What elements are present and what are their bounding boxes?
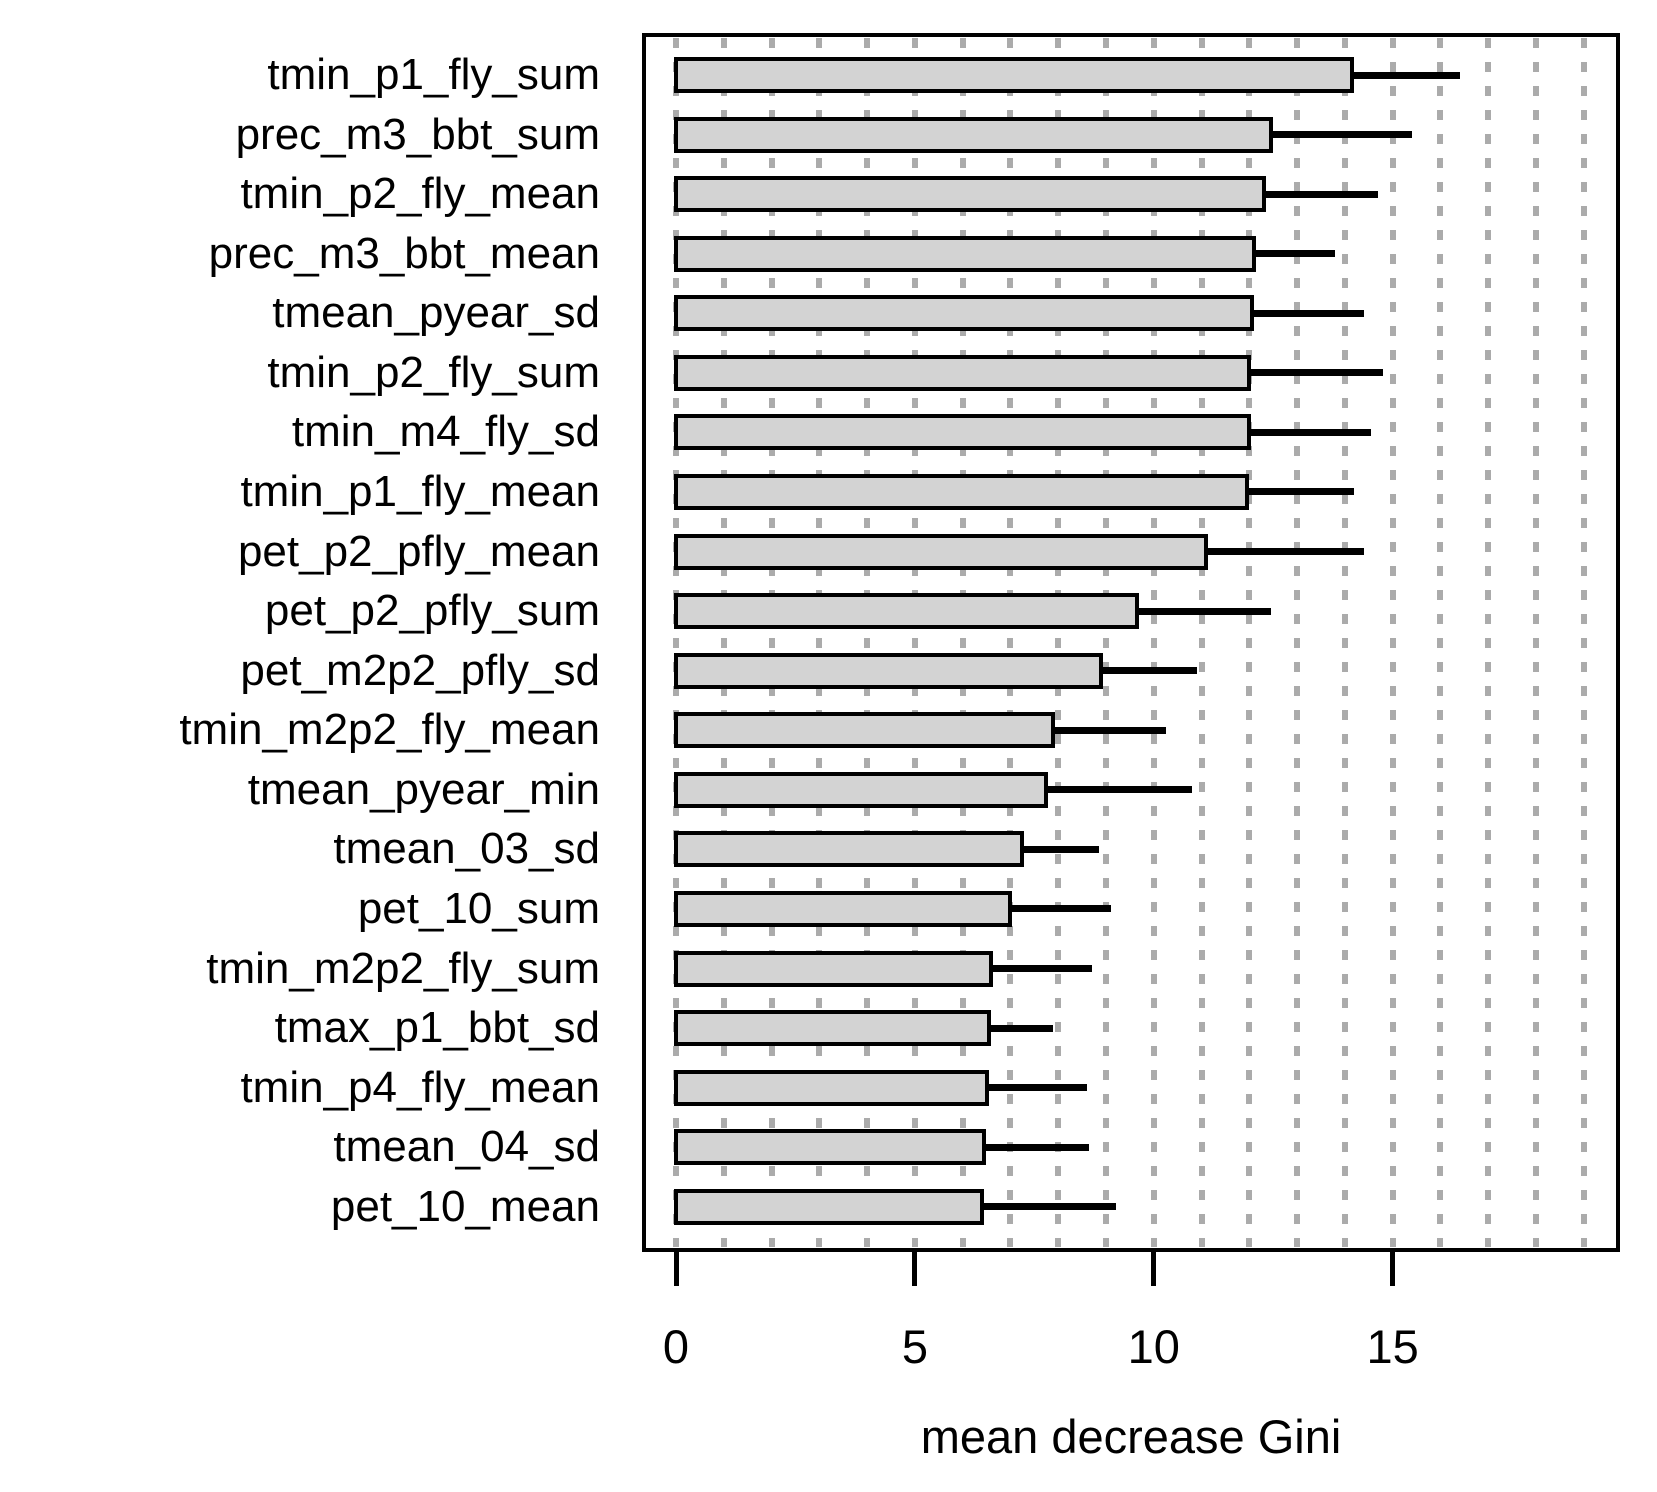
sd-whisker	[1046, 786, 1192, 794]
y-axis-label: tmin_p1_fly_sum	[267, 50, 600, 99]
y-axis-label: pet_m2p2_pfly_sd	[240, 645, 600, 695]
y-axis-label: tmean_pyear_sd	[272, 288, 600, 338]
y-axis-label: tmean_pyear_min	[247, 764, 600, 814]
x-axis-tick	[1390, 1252, 1396, 1286]
x-axis-tick-label: 10	[1127, 1320, 1180, 1373]
x-axis-tick	[673, 1252, 679, 1286]
y-axis-label: tmean_03_sd	[333, 824, 600, 874]
gridline	[1007, 38, 1014, 1247]
importance-bar	[674, 473, 1249, 510]
x-axis-tick-label: 15	[1366, 1320, 1419, 1373]
importance-bar	[674, 533, 1209, 570]
importance-bar	[674, 1188, 984, 1225]
gridline	[768, 38, 775, 1247]
gridline	[816, 38, 823, 1247]
importance-bar	[674, 1069, 989, 1106]
y-axis-label: tmin_p2_fly_sum	[267, 347, 600, 397]
sd-whisker	[1010, 905, 1111, 913]
gridline	[1485, 38, 1492, 1247]
sd-whisker	[1251, 309, 1365, 317]
plot-box	[642, 33, 1620, 1252]
gridline	[673, 38, 679, 1247]
sd-whisker	[1270, 131, 1412, 139]
importance-bar	[674, 57, 1355, 93]
gridline	[1389, 38, 1396, 1247]
importance-bar	[674, 235, 1257, 272]
sd-whisker	[1249, 369, 1384, 377]
importance-bar	[674, 1010, 991, 1047]
sd-whisker	[991, 965, 1092, 973]
gridline	[1580, 38, 1587, 1247]
gridline	[1055, 38, 1062, 1247]
sd-whisker	[1206, 548, 1365, 556]
x-axis-tick-label: 0	[662, 1320, 690, 1373]
importance-bar	[674, 176, 1266, 213]
y-axis-label: tmin_m4_fly_sd	[291, 407, 600, 457]
importance-bar	[674, 712, 1056, 749]
y-axis-label: pet_p2_pfly_sum	[264, 586, 600, 636]
sd-whisker	[1246, 488, 1355, 496]
y-axis-label: pet_10_mean	[330, 1181, 600, 1231]
importance-bar	[674, 831, 1025, 868]
sd-whisker	[1249, 428, 1372, 436]
sd-whisker	[986, 1084, 1087, 1092]
y-axis-label: pet_10_sum	[357, 883, 600, 933]
sd-whisker	[1022, 845, 1099, 853]
gridline	[911, 38, 918, 1247]
gridline	[1246, 38, 1253, 1247]
y-axis-label: tmax_p1_bbt_sd	[274, 1003, 600, 1053]
sd-whisker	[1352, 71, 1460, 79]
y-axis-label: tmin_p2_fly_mean	[240, 169, 600, 219]
x-axis-tick	[1151, 1252, 1157, 1286]
gridline	[1533, 38, 1540, 1247]
sd-whisker	[981, 1203, 1116, 1211]
importance-bar	[674, 354, 1252, 391]
importance-bar	[674, 295, 1254, 332]
sd-whisker	[988, 1024, 1054, 1032]
gridline	[1103, 38, 1110, 1247]
importance-bar	[674, 414, 1252, 451]
importance-bar	[674, 950, 994, 987]
y-axis-label: prec_m3_bbt_mean	[208, 228, 600, 278]
sd-whisker	[984, 1143, 1090, 1151]
gridline	[1437, 38, 1444, 1247]
y-axis-label: tmin_p1_fly_mean	[240, 466, 600, 516]
x-axis-tick-label: 5	[901, 1320, 928, 1373]
gridline	[720, 38, 727, 1247]
sd-whisker	[1053, 726, 1166, 734]
y-axis-label: tmean_04_sd	[333, 1122, 600, 1172]
importance-bar	[674, 652, 1104, 689]
y-axis-label: pet_p2_pfly_mean	[237, 526, 600, 576]
importance-bar	[674, 890, 1013, 927]
importance-bar	[674, 771, 1049, 808]
gridline	[864, 38, 871, 1247]
sd-whisker	[1263, 190, 1379, 198]
gridline	[1294, 38, 1301, 1247]
importance-bar	[674, 593, 1140, 630]
importance-bar	[674, 116, 1273, 153]
sd-whisker	[1101, 667, 1197, 675]
gridline	[1341, 38, 1348, 1247]
importance-bar	[674, 1129, 987, 1166]
x-axis-tick	[912, 1252, 918, 1286]
y-axis-label: tmin_p4_fly_mean	[240, 1062, 600, 1112]
y-axis-label: prec_m3_bbt_sum	[235, 109, 600, 159]
sd-whisker	[1254, 250, 1336, 258]
gridline	[1198, 38, 1205, 1247]
gridline	[959, 38, 966, 1247]
gridline	[1150, 38, 1157, 1247]
y-axis-label: tmin_m2p2_fly_sum	[206, 943, 600, 993]
y-axis-label: tmin_m2p2_fly_mean	[179, 705, 600, 755]
sd-whisker	[1137, 607, 1271, 615]
x-axis-title: mean decrease Gini	[920, 1410, 1342, 1463]
